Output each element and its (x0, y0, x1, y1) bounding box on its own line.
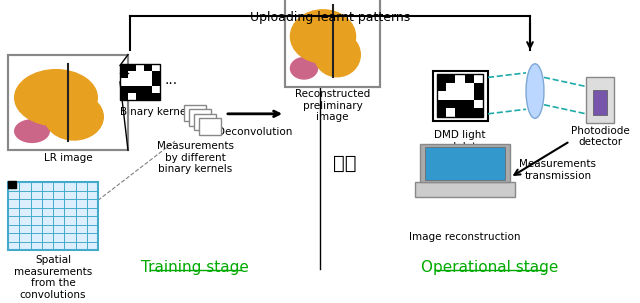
Bar (152, 78, 160, 85)
Bar (128, 64, 136, 71)
Bar (415, 182, 515, 197)
Ellipse shape (44, 93, 104, 141)
Bar (436, 74, 483, 117)
Bar (474, 92, 483, 100)
Text: Operational stage: Operational stage (421, 259, 559, 275)
Bar (199, 118, 221, 135)
Bar (120, 64, 160, 100)
Bar (433, 71, 488, 121)
Bar (8, 181, 16, 188)
Bar (128, 85, 136, 93)
Bar (8, 55, 128, 150)
Ellipse shape (14, 69, 98, 126)
Bar (152, 93, 160, 100)
Text: Binary kernel: Binary kernel (120, 108, 189, 118)
Ellipse shape (314, 32, 361, 77)
Text: ...: ... (165, 73, 178, 87)
Bar (593, 90, 607, 115)
Bar (474, 83, 483, 92)
Bar (152, 71, 160, 78)
Bar (8, 55, 128, 150)
Bar (120, 85, 128, 93)
Bar (436, 74, 446, 83)
Bar (120, 64, 128, 71)
Bar (474, 108, 483, 117)
Text: DMD light
modulator: DMD light modulator (433, 130, 487, 152)
Text: Training stage: Training stage (141, 259, 249, 275)
Bar (436, 108, 446, 117)
Bar (184, 105, 206, 121)
Bar (8, 182, 98, 250)
Text: Measurements
by different
binary kernels: Measurements by different binary kernels (157, 141, 234, 174)
Bar (136, 85, 144, 93)
Bar (465, 100, 474, 108)
Bar (144, 64, 152, 71)
Text: Uploading learnt patterns: Uploading learnt patterns (250, 11, 410, 24)
Bar (194, 114, 216, 130)
Bar (455, 100, 465, 108)
Text: Image reconstruction: Image reconstruction (409, 232, 521, 242)
Ellipse shape (526, 64, 544, 118)
Text: LR image: LR image (44, 153, 92, 163)
Bar (120, 93, 128, 100)
Text: ทน: ทน (333, 155, 356, 173)
Ellipse shape (290, 9, 356, 64)
Bar (425, 147, 505, 180)
Bar (136, 93, 144, 100)
Bar (446, 100, 455, 108)
Bar (144, 93, 152, 100)
Bar (144, 85, 152, 93)
Bar (285, 0, 380, 86)
Bar (189, 109, 211, 126)
Bar (120, 71, 128, 78)
Text: Measurements
transmission: Measurements transmission (520, 159, 596, 181)
Bar (420, 144, 510, 182)
Bar (465, 74, 474, 83)
Bar (285, 0, 380, 86)
Bar (455, 108, 465, 117)
Bar (465, 108, 474, 117)
Text: Reconstructed
preliminary
image: Reconstructed preliminary image (295, 89, 370, 122)
Bar (436, 100, 446, 108)
Bar (446, 74, 455, 83)
Ellipse shape (290, 57, 318, 80)
Text: Deconvolution: Deconvolution (218, 128, 292, 138)
Ellipse shape (14, 119, 50, 143)
Bar (436, 83, 446, 92)
Text: Spatial
measurements
from the
convolutions: Spatial measurements from the convolutio… (14, 255, 92, 300)
Bar (586, 77, 614, 123)
Text: Photodiode
detector: Photodiode detector (571, 126, 629, 147)
